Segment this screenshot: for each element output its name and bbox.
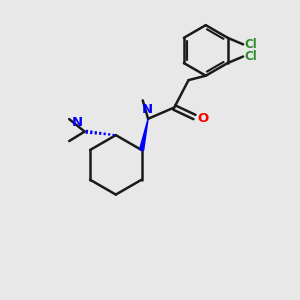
Text: N: N bbox=[72, 116, 83, 129]
Text: O: O bbox=[197, 112, 209, 125]
Text: Cl: Cl bbox=[244, 38, 257, 51]
Polygon shape bbox=[140, 119, 148, 150]
Text: N: N bbox=[141, 103, 152, 116]
Text: Cl: Cl bbox=[244, 50, 257, 63]
